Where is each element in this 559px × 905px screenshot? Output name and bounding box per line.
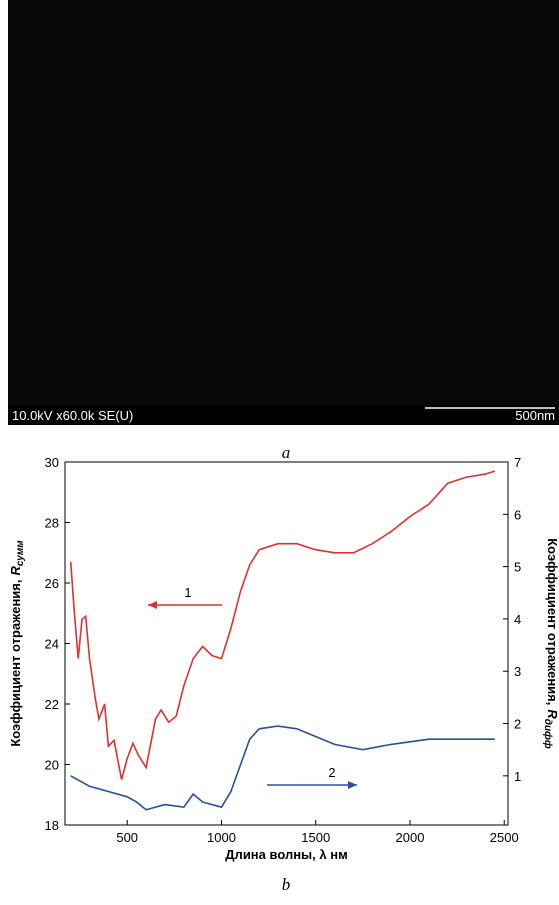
y2-label: Коэффициент отражения, bbox=[545, 538, 559, 705]
y-label-symbol: R bbox=[8, 566, 23, 576]
y-label: Коэффициент отражения, bbox=[8, 580, 23, 747]
sem-image: 10.0kV x60.0k SE(U) 500nm bbox=[8, 0, 559, 425]
y-tick-label: 26 bbox=[45, 576, 59, 591]
y-tick-label: 28 bbox=[45, 516, 59, 531]
y-tick-label: 22 bbox=[45, 697, 59, 712]
y-tick-label: 18 bbox=[45, 818, 59, 833]
y2-label-symbol: R bbox=[545, 709, 559, 719]
sem-scale: 500nm bbox=[515, 408, 555, 423]
x-tick-label: 2000 bbox=[396, 830, 425, 845]
x-axis-label: Длина волны, λ нм bbox=[225, 847, 347, 862]
plot-frame bbox=[64, 461, 509, 826]
y2-tick-label: 5 bbox=[514, 560, 521, 575]
y-axis-label: Коэффициент отражения, Rсумм bbox=[8, 540, 26, 747]
y-label-sub: сумм bbox=[15, 540, 26, 566]
y2-label-sub: дифф bbox=[542, 719, 554, 749]
series-label: 1 bbox=[184, 585, 191, 600]
y2-tick-label: 3 bbox=[514, 664, 521, 679]
x-tick-label: 1500 bbox=[301, 830, 330, 845]
y-tick-label: 24 bbox=[45, 637, 59, 652]
y2-tick-label: 4 bbox=[514, 612, 521, 627]
sem-info: 10.0kV x60.0k SE(U) bbox=[12, 408, 133, 423]
series-line bbox=[70, 725, 495, 811]
y2-tick-label: 7 bbox=[514, 455, 521, 470]
panel-label: a bbox=[282, 443, 291, 462]
arrow-head bbox=[348, 781, 357, 789]
y2-axis-label: Коэффициент отражения, Rдифф bbox=[542, 538, 559, 749]
y2-tick-label: 6 bbox=[514, 507, 521, 522]
x-tick-label: 500 bbox=[116, 830, 138, 845]
y-tick-label: 30 bbox=[45, 455, 59, 470]
panel-label: b bbox=[282, 875, 291, 894]
x-tick-label: 2500 bbox=[490, 830, 519, 845]
chart: 500 1000 1500 2000 2500 18 20 22 24 26 28 30 1 2 3 4 5 6 7… bbox=[8, 455, 559, 894]
series-line bbox=[69, 470, 496, 780]
x-tick-label: 1000 bbox=[207, 830, 236, 845]
series-label: 2 bbox=[328, 765, 335, 780]
y2-tick-label: 1 bbox=[514, 769, 521, 784]
y-tick-label: 20 bbox=[45, 758, 59, 773]
arrow-head bbox=[148, 601, 157, 609]
y2-tick-label: 2 bbox=[514, 717, 521, 732]
